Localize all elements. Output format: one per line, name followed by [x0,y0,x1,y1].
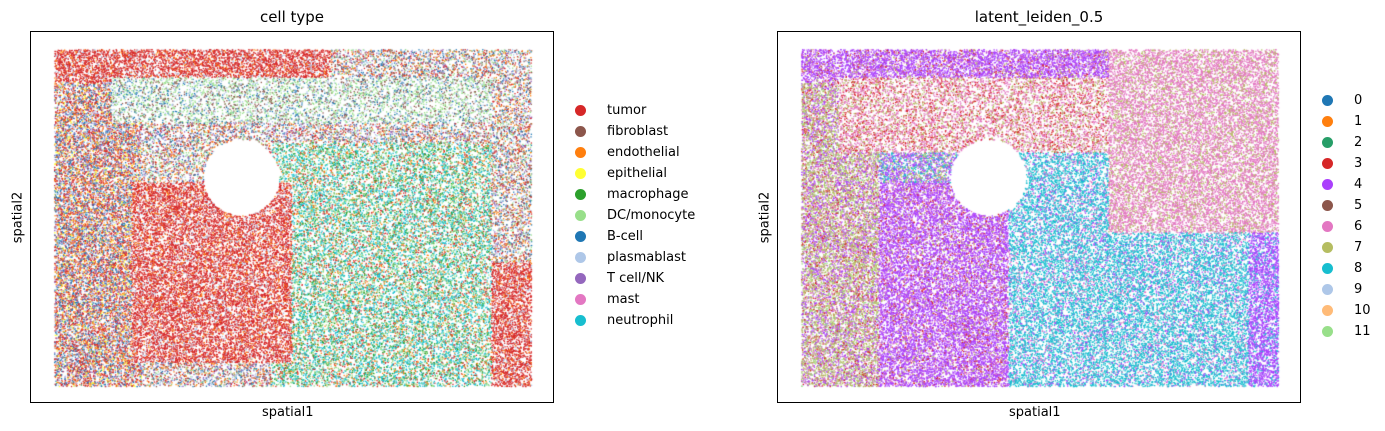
x-axis-label: spatial1 [262,405,314,420]
legend-marker [1322,242,1333,253]
legend-label: 0 [1354,93,1363,108]
legend-label: 1 [1354,114,1363,129]
legend-label: 5 [1354,198,1363,213]
legend-label: mast [607,292,640,307]
legend-label: B-cell [607,229,643,244]
scatter-points [778,32,1300,402]
legend-label: 10 [1354,303,1371,318]
legend-marker [1322,326,1333,337]
legend-marker [575,105,586,116]
legend-label: 2 [1354,135,1363,150]
legend-marker [575,168,586,179]
legend-marker [575,252,586,263]
legend-label: 6 [1354,219,1363,234]
chart-title: latent_leiden_0.5 [974,8,1104,26]
legend-marker [1322,95,1333,106]
legend-marker [575,315,586,326]
legend-label: 4 [1354,177,1363,192]
y-axis-label: spatial2 [10,191,26,244]
legend-label: 11 [1354,324,1371,339]
legend-label: fibroblast [607,124,669,139]
legend-marker [1322,221,1333,232]
legend-label: 8 [1354,261,1363,276]
legend-label: 3 [1354,156,1363,171]
legend-label: DC/monocyte [607,208,696,223]
y-axis-label: spatial2 [757,191,773,244]
legend-marker [1322,179,1333,190]
chart-title: cell type [259,8,325,26]
legend-marker [1322,284,1333,295]
legend-label: macrophage [607,187,689,202]
legend-marker [575,126,586,137]
legend-marker [1322,116,1333,127]
legend-label: 7 [1354,240,1363,255]
legend-label: 9 [1354,282,1363,297]
legend-label: tumor [607,103,647,118]
legend-marker [575,210,586,221]
plot-area [30,31,554,403]
legend-marker [575,189,586,200]
x-axis-label: spatial1 [1009,405,1061,420]
plot-area [777,31,1301,403]
legend-marker [575,294,586,305]
legend-label: epithelial [607,166,667,181]
legend-marker [1322,137,1333,148]
legend-marker [1322,158,1333,169]
legend-marker [575,231,586,242]
legend-marker [575,147,586,158]
legend-label: endothelial [607,145,680,160]
legend-marker [1322,263,1333,274]
legend-label: plasmablast [607,250,686,265]
legend-label: T cell/NK [607,271,665,286]
legend-marker [1322,305,1333,316]
legend-marker [1322,200,1333,211]
legend-marker [575,273,586,284]
scatter-points [31,32,553,402]
legend-label: neutrophil [607,313,674,328]
